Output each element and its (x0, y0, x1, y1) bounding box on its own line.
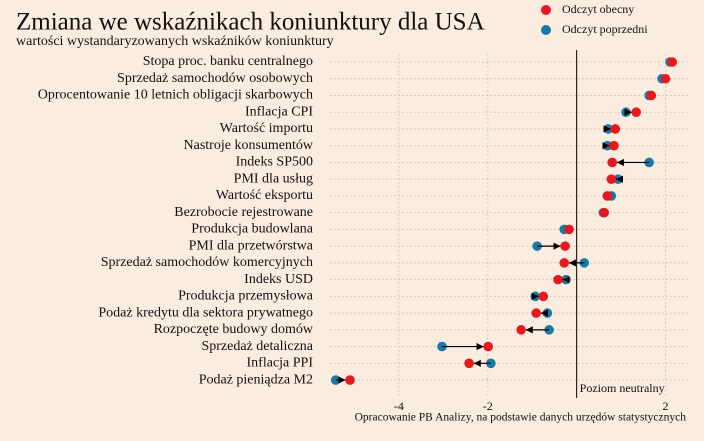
category-label: Wartość importu (220, 121, 313, 136)
category-label: Produkcja budowlana (191, 222, 313, 237)
legend-marker (541, 25, 551, 35)
category-label: Indeks USD (244, 272, 313, 287)
current-dot (646, 90, 657, 101)
x-tick-label: -2 (483, 399, 493, 413)
x-tick-label: 2 (663, 399, 669, 413)
category-label: Oprocentowanie 10 letnich obligacji skar… (38, 88, 313, 103)
category-label: Podaż kredytu dla sektora prywatnego (98, 305, 313, 320)
category-label: Inflacja PPI (247, 356, 314, 371)
current-dot (559, 258, 570, 268)
legend-marker (541, 5, 551, 15)
current-dot (483, 341, 494, 352)
category-label: Podaż pieniądza M2 (199, 372, 313, 387)
current-dot (606, 174, 617, 184)
current-dot (553, 274, 563, 285)
legend-label: Odczyt poprzedni (562, 22, 648, 36)
x-tick-label: -4 (394, 399, 404, 413)
category-label: PMI dla przetwórstwa (189, 238, 314, 253)
category-label: PMI dla usług (234, 171, 313, 186)
category-label: Sprzedaż detaliczna (201, 339, 313, 354)
category-label: Sprzedaż samochodów osobowych (117, 71, 313, 86)
chart-title: Zmiana we wskaźnikach koniunktury dla US… (16, 9, 485, 36)
category-label: Stopa proc. banku centralnego (143, 54, 313, 69)
neutral-annotation: Poziom neutralny (580, 381, 665, 395)
current-dot (564, 224, 574, 235)
current-dot (631, 107, 642, 118)
current-dot (599, 207, 610, 218)
current-dot (602, 191, 613, 201)
current-dot (464, 358, 474, 369)
previous-dot (486, 358, 496, 369)
legend-label: Odczyt obecny (562, 2, 634, 16)
category-label: Inflacja CPI (245, 104, 313, 119)
current-dot (538, 291, 549, 302)
category-label: Nastroje konsumentów (184, 138, 314, 153)
current-dot (516, 325, 526, 335)
category-label: Indeks SP500 (236, 155, 313, 170)
category-label: Wartość eksportu (216, 188, 313, 203)
current-dot (531, 308, 542, 318)
chart-subtitle: wartości wystandaryzowanych wskaźników k… (16, 34, 334, 49)
category-label: Bezrobocie rejestrowane (174, 205, 313, 220)
current-dot (609, 140, 619, 151)
category-label: Sprzedaż samochodów komercyjnych (101, 255, 313, 270)
source-note: Opracowanie PB Analizy, na podstawie dan… (355, 412, 687, 424)
category-label: Rozpoczęte budowy domów (154, 322, 314, 337)
current-dot (345, 375, 355, 385)
current-dot (560, 241, 570, 251)
category-label: Produkcja przemysłowa (178, 289, 314, 304)
current-dot (607, 157, 618, 168)
current-dot (610, 124, 621, 134)
current-dot (667, 57, 678, 67)
current-dot (660, 73, 671, 84)
